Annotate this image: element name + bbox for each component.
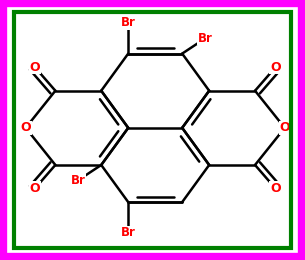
Text: O: O <box>30 61 40 74</box>
Text: Br: Br <box>121 226 136 239</box>
Text: O: O <box>270 61 281 74</box>
Text: Br: Br <box>121 16 136 29</box>
Text: O: O <box>30 182 40 195</box>
Text: Br: Br <box>70 174 85 187</box>
Text: O: O <box>270 182 281 195</box>
Text: O: O <box>20 121 31 134</box>
Text: Br: Br <box>198 32 213 45</box>
Text: O: O <box>279 121 290 134</box>
